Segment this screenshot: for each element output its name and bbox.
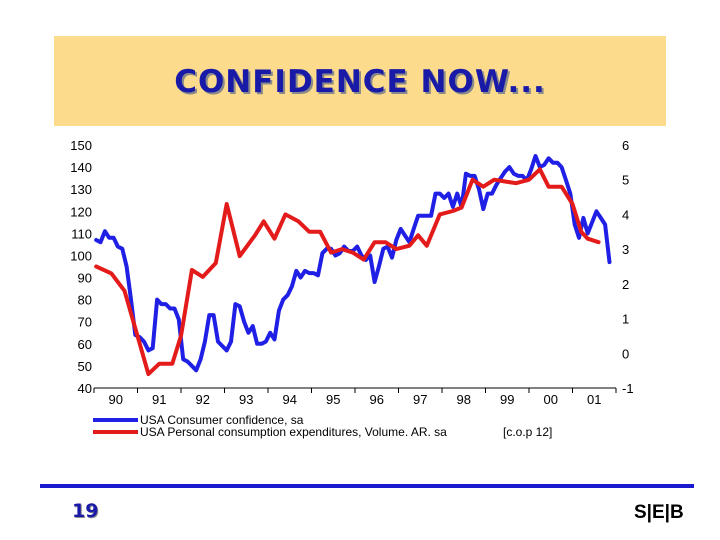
- y-left-tick-label: 110: [71, 226, 92, 241]
- x-tick-label: 92: [196, 392, 210, 407]
- x-tick-label: 00: [544, 392, 558, 407]
- y-right-tick-labels: -1 0 1 2 3 4 5 6: [622, 138, 634, 396]
- y-left-tick-label: 150: [70, 138, 92, 153]
- y-right-tick-label: 5: [622, 173, 629, 188]
- y-left-tick-label: 140: [70, 160, 92, 175]
- y-right-tick-label: 2: [622, 277, 629, 292]
- series-lines: [94, 154, 612, 377]
- x-tick-label: 95: [326, 392, 340, 407]
- y-right-tick-label: 1: [622, 312, 629, 327]
- x-tick-label: 97: [413, 392, 427, 407]
- y-left-tick-label: 40: [78, 381, 92, 396]
- page-number: 19: [72, 500, 99, 522]
- slide-title: CONFIDENCE NOW...: [174, 64, 546, 100]
- y-right-tick-label: 3: [622, 242, 629, 257]
- x-tick-label: 99: [500, 392, 514, 407]
- legend-annotation: [c.o.p 12]: [503, 425, 552, 439]
- x-tick-label: 98: [457, 392, 471, 407]
- title-band: CONFIDENCE NOW...: [54, 36, 666, 126]
- series-consumer-confidence-line: [94, 154, 612, 373]
- footer-divider: [40, 484, 694, 488]
- y-left-tick-label: 90: [78, 271, 92, 286]
- x-tick-labels: 90 91 92 93 94 95 96 97 98 99 00 01: [109, 392, 602, 407]
- y-right-tick-label: 0: [622, 346, 629, 361]
- y-left-tick-label: 130: [70, 182, 92, 197]
- x-tick-label: 94: [283, 392, 297, 407]
- y-left-tick-label: 70: [78, 315, 92, 330]
- y-left-tick-label: 50: [78, 359, 92, 374]
- legend-label: USA Consumer confidence, sa: [140, 413, 304, 427]
- x-tick-label: 01: [587, 392, 601, 407]
- y-right-tick-label: -1: [622, 381, 634, 396]
- y-left-tick-label: 80: [78, 293, 92, 308]
- x-tick-label: 96: [370, 392, 384, 407]
- y-left-tick-label: 120: [70, 204, 92, 219]
- y-left-tick-label: 60: [78, 337, 92, 352]
- y-left-tick-label: 100: [70, 248, 92, 263]
- legend-label: USA Personal consumption expenditures, V…: [140, 425, 447, 439]
- seb-logo: S|E|B: [634, 502, 684, 523]
- series-consumption-expenditures-line: [94, 167, 601, 377]
- x-tick-label: 91: [152, 392, 166, 407]
- x-tick-label: 93: [239, 392, 253, 407]
- y-right-tick-label: 6: [622, 138, 629, 153]
- y-right-tick-label: 4: [622, 207, 629, 222]
- y-left-tick-labels: 40 50 60 70 80 90 100 110 120 130 140 150: [70, 138, 92, 396]
- x-tick-marks: [93, 388, 617, 393]
- x-tick-label: 90: [109, 392, 123, 407]
